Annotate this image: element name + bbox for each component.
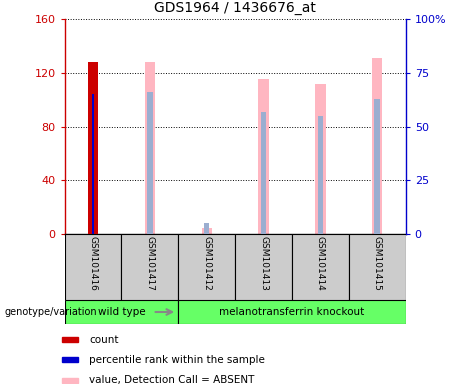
Bar	[261, 112, 266, 234]
Bar	[204, 223, 209, 234]
Bar	[65, 234, 121, 300]
Bar	[315, 84, 325, 234]
Bar	[292, 234, 349, 300]
Text: GSM101414: GSM101414	[316, 236, 325, 291]
Text: percentile rank within the sample: percentile rank within the sample	[89, 355, 265, 365]
Text: genotype/variation: genotype/variation	[5, 307, 97, 317]
Bar	[145, 62, 155, 234]
Bar	[178, 300, 406, 324]
Bar	[259, 79, 269, 234]
Bar	[62, 337, 78, 342]
Text: GSM101417: GSM101417	[145, 236, 154, 291]
Text: GSM101416: GSM101416	[89, 236, 97, 291]
Bar	[201, 228, 212, 234]
Bar	[65, 300, 178, 324]
Bar	[92, 94, 94, 234]
Bar	[62, 378, 78, 383]
Text: GSM101415: GSM101415	[373, 236, 382, 291]
Text: wild type: wild type	[98, 307, 145, 317]
Bar	[235, 234, 292, 300]
Bar	[318, 116, 323, 234]
Text: value, Detection Call = ABSENT: value, Detection Call = ABSENT	[89, 375, 254, 384]
Bar	[88, 62, 98, 234]
Bar	[62, 358, 78, 362]
Text: count: count	[89, 335, 118, 345]
Text: melanotransferrin knockout: melanotransferrin knockout	[219, 307, 365, 317]
Bar	[349, 234, 406, 300]
Bar	[147, 92, 153, 234]
Bar	[121, 234, 178, 300]
Bar	[178, 234, 235, 300]
Text: GSM101412: GSM101412	[202, 236, 211, 291]
Title: GDS1964 / 1436676_at: GDS1964 / 1436676_at	[154, 2, 316, 15]
Bar	[372, 58, 382, 234]
Bar	[374, 99, 380, 234]
Text: GSM101413: GSM101413	[259, 236, 268, 291]
